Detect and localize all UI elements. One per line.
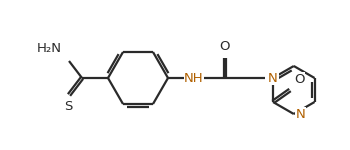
Text: NH: NH xyxy=(184,72,204,84)
Text: S: S xyxy=(64,100,72,113)
Text: N: N xyxy=(296,108,306,120)
Text: O: O xyxy=(220,40,230,53)
Text: O: O xyxy=(294,73,304,86)
Text: H₂N: H₂N xyxy=(37,42,62,55)
Text: N: N xyxy=(268,72,278,84)
